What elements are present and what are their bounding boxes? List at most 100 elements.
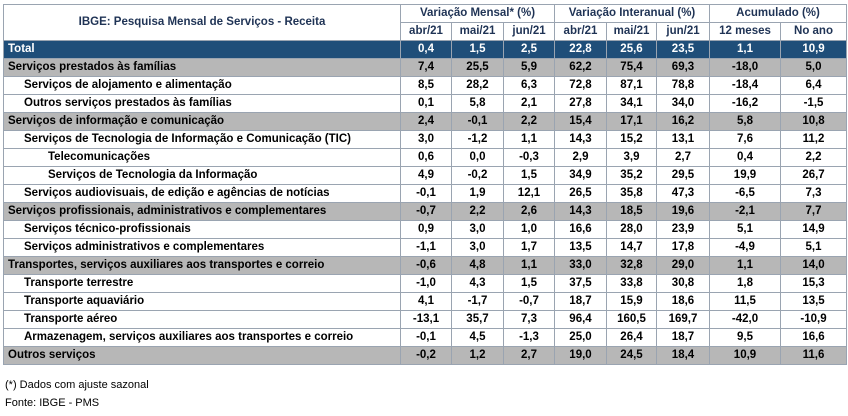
table-row: Outros serviços prestados às famílias 0,1…	[3, 94, 848, 113]
table-row: Armazenagem, serviços auxiliares aos tra…	[3, 328, 848, 347]
column-header: No ano	[779, 22, 848, 41]
cell-value: 1,2	[451, 346, 504, 365]
cell-value: 19,6	[656, 202, 710, 221]
header-row-columns: abr/21 mai/21 jun/21 abr/21 mai/21 jun/2…	[4, 22, 848, 41]
cell-value: 14,3	[554, 130, 607, 149]
cell-value: 26,5	[554, 184, 607, 203]
cell-value: 7,6	[709, 130, 781, 149]
cell-value: 5,9	[503, 58, 555, 77]
cell-value: 0,0	[451, 148, 504, 167]
cell-value: 33,0	[554, 256, 607, 275]
cell-value: 18,7	[656, 328, 710, 347]
cell-value: 23,9	[656, 220, 710, 239]
source-note: Fonte: IBGE - PMS	[5, 397, 100, 409]
row-label: Serviços profissionais, administrativos …	[3, 202, 401, 221]
cell-value: 6,4	[779, 76, 848, 95]
cell-value: -1,1	[400, 238, 452, 257]
cell-value: 33,8	[606, 274, 657, 293]
cell-value: -0,1	[451, 112, 504, 131]
cell-value: 1,1	[709, 40, 781, 59]
cell-value: -1,3	[503, 328, 555, 347]
cell-value: 8,5	[400, 76, 452, 95]
cell-value: 26,4	[606, 328, 657, 347]
table-row: Serviços de alojamento e alimentação 8,5 2…	[3, 76, 848, 95]
cell-value: -0,6	[400, 256, 452, 275]
cell-value: 29,0	[656, 256, 710, 275]
row-label: Serviços prestados às famílias	[3, 58, 401, 77]
cell-value: 16,6	[779, 328, 848, 347]
cell-value: 24,5	[606, 346, 657, 365]
cell-value: 11,2	[779, 130, 848, 149]
cell-value: 2,6	[503, 202, 555, 221]
cell-value: 18,5	[606, 202, 657, 221]
column-header: abr/21	[554, 22, 607, 41]
cell-value: 32,8	[606, 256, 657, 275]
cell-value: -16,2	[709, 94, 781, 113]
table-body: Total 0,4 1,5 2,5 22,8 25,6 23,5 1,1 10,9 Serviço…	[3, 40, 848, 365]
footnote: (*) Dados com ajuste sazonal	[5, 379, 149, 391]
cell-value: -13,1	[400, 310, 452, 329]
row-label: Telecomunicações	[3, 148, 401, 167]
cell-value: 11,6	[779, 346, 848, 365]
row-label: Transporte terrestre	[3, 274, 401, 293]
row-label: Serviços de alojamento e alimentação	[3, 76, 401, 95]
row-label: Serviços técnico-profissionais	[3, 220, 401, 239]
table-row: Serviços profissionais, administrativos …	[3, 202, 848, 221]
cell-value: 5,1	[709, 220, 781, 239]
cell-value: 1,0	[503, 220, 555, 239]
cell-value: 14,0	[779, 256, 848, 275]
cell-value: 2,7	[656, 148, 710, 167]
cell-value: 4,1	[400, 292, 452, 311]
table-row: Transportes, serviços auxiliares aos tra…	[3, 256, 848, 275]
cell-value: -0,7	[400, 202, 452, 221]
cell-value: 7,3	[779, 184, 848, 203]
cell-value: 14,7	[606, 238, 657, 257]
cell-value: 169,7	[656, 310, 710, 329]
cell-value: 27,8	[554, 94, 607, 113]
table-row: Telecomunicações 0,6 0,0 -0,3 2,9 3,9 2,7 0,4 2,…	[3, 148, 848, 167]
cell-value: -1,0	[400, 274, 452, 293]
cell-value: 34,0	[656, 94, 710, 113]
cell-value: -18,0	[709, 58, 781, 77]
cell-value: 15,3	[779, 274, 848, 293]
cell-value: -18,4	[709, 76, 781, 95]
cell-value: 1,1	[503, 130, 555, 149]
cell-value: 5,1	[779, 238, 848, 257]
cell-value: -2,1	[709, 202, 781, 221]
cell-value: 62,2	[554, 58, 607, 77]
cell-value: 4,8	[451, 256, 504, 275]
cell-value: 0,6	[400, 148, 452, 167]
cell-value: 28,0	[606, 220, 657, 239]
table-row: Serviços de Tecnologia de Informação e C…	[3, 130, 848, 149]
cell-value: 5,8	[451, 94, 504, 113]
cell-value: 10,9	[779, 40, 848, 59]
header-row-groups: IBGE: Pesquisa Mensal de Serviços - Rece…	[3, 4, 848, 41]
row-label: Serviços administrativos e complementare…	[3, 238, 401, 257]
cell-value: 4,5	[451, 328, 504, 347]
cell-value: 25,0	[554, 328, 607, 347]
column-header: 12 meses	[709, 22, 781, 41]
cell-value: 17,8	[656, 238, 710, 257]
cell-value: 14,3	[554, 202, 607, 221]
cell-value: 0,9	[400, 220, 452, 239]
cell-value: 18,7	[554, 292, 607, 311]
cell-value: 3,0	[400, 130, 452, 149]
group-header-yearly: Variação Interanual (%)	[554, 4, 710, 23]
cell-value: 2,4	[400, 112, 452, 131]
cell-value: 7,7	[779, 202, 848, 221]
group-header-accumulated: Acumulado (%)	[708, 4, 848, 23]
cell-value: 10,8	[779, 112, 848, 131]
column-header: abr/21	[400, 22, 452, 41]
services-revenue-table: IBGE: Pesquisa Mensal de Serviços - Rece…	[3, 4, 848, 365]
row-label: Transportes, serviços auxiliares aos tra…	[3, 256, 401, 275]
cell-value: 72,8	[554, 76, 607, 95]
table-row: Transporte aéreo -13,1 35,7 7,3 96,4 160,5 169…	[3, 310, 848, 329]
cell-value: -42,0	[709, 310, 781, 329]
cell-value: 2,9	[554, 148, 607, 167]
cell-value: 5,0	[779, 58, 848, 77]
cell-value: 14,9	[779, 220, 848, 239]
cell-value: 16,2	[656, 112, 710, 131]
table-row: Outros serviços -0,2 1,2 2,7 19,0 24,5 18,4 10,…	[3, 346, 848, 365]
table-row: Serviços administrativos e complementare…	[3, 238, 848, 257]
table-row: Serviços de Tecnologia da Informação 4,9-…	[3, 166, 848, 185]
